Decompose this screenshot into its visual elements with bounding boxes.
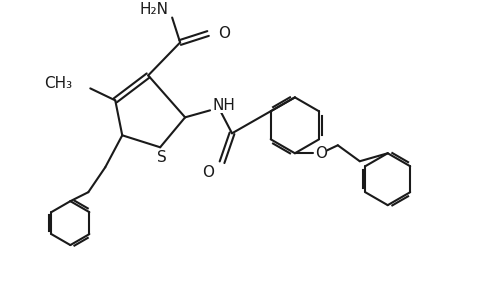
Text: NH: NH [213, 98, 236, 113]
Text: O: O [202, 165, 214, 180]
Text: H₂N: H₂N [140, 2, 169, 17]
Text: O: O [218, 26, 230, 41]
Text: S: S [157, 150, 167, 165]
Text: O: O [315, 146, 327, 161]
Text: CH₃: CH₃ [44, 76, 72, 91]
